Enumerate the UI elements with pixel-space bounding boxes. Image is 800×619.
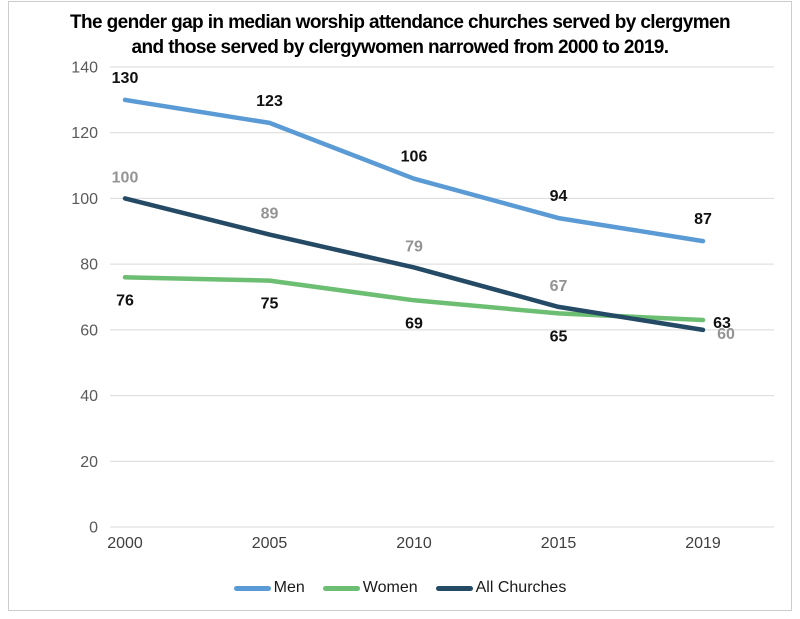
- legend-swatch-women: [322, 585, 360, 591]
- legend-label-women: Women: [362, 579, 418, 596]
- x-tick-label-2010: 2010: [396, 535, 432, 552]
- chart-legend: Men Women All Churches: [0, 578, 800, 598]
- data-label-men-2015: 94: [550, 188, 568, 205]
- series-line-women: [122, 275, 706, 323]
- y-tick-label-140: 140: [71, 60, 98, 77]
- y-tick-label-80: 80: [80, 257, 98, 274]
- data-label-all-churches-2005: 89: [261, 206, 279, 223]
- y-tick-label-100: 100: [71, 191, 98, 208]
- data-label-women-2005: 75: [261, 296, 279, 313]
- x-tick-label-2000: 2000: [107, 535, 143, 552]
- data-label-all-churches-2019: 60: [717, 326, 735, 343]
- series-line-all-churches: [122, 196, 706, 333]
- y-tick-label-120: 120: [71, 125, 98, 142]
- chart-title-line1: The gender gap in median worship attenda…: [69, 12, 731, 33]
- chart-title: The gender gap in median worship attenda…: [0, 10, 800, 60]
- x-tick-label-2005: 2005: [252, 535, 288, 552]
- legend-swatch-all-churches: [435, 585, 473, 591]
- data-label-all-churches-2010: 79: [405, 238, 423, 255]
- legend-item-all-churches: All Churches: [435, 579, 567, 597]
- data-label-women-2010: 69: [405, 315, 423, 332]
- legend-item-men: Men: [233, 579, 305, 597]
- y-tick-label-20: 20: [80, 454, 98, 471]
- y-tick-label-40: 40: [80, 388, 98, 405]
- chart-title-line2: and those served by clergywomen narrowed…: [131, 37, 670, 58]
- data-label-all-churches-2000: 100: [112, 169, 139, 186]
- x-tick-label-2019: 2019: [685, 535, 721, 552]
- legend-swatch-men: [233, 585, 271, 591]
- x-tick-label-2015: 2015: [541, 535, 577, 552]
- legend-label-all-churches: All Churches: [475, 579, 567, 596]
- data-label-women-2019: 63: [713, 315, 731, 332]
- data-label-men-2000: 130: [112, 70, 139, 87]
- data-label-all-churches-2015: 67: [550, 278, 568, 295]
- legend-item-women: Women: [322, 579, 418, 597]
- series-line-men: [122, 97, 706, 244]
- data-label-men-2019: 87: [694, 211, 712, 228]
- data-label-men-2005: 123: [256, 93, 283, 110]
- data-label-women-2015: 65: [550, 328, 568, 345]
- y-tick-label-0: 0: [89, 520, 98, 537]
- data-label-women-2000: 76: [116, 292, 134, 309]
- legend-label-men: Men: [273, 579, 305, 596]
- data-label-men-2010: 106: [401, 149, 428, 166]
- y-tick-label-60: 60: [80, 322, 98, 339]
